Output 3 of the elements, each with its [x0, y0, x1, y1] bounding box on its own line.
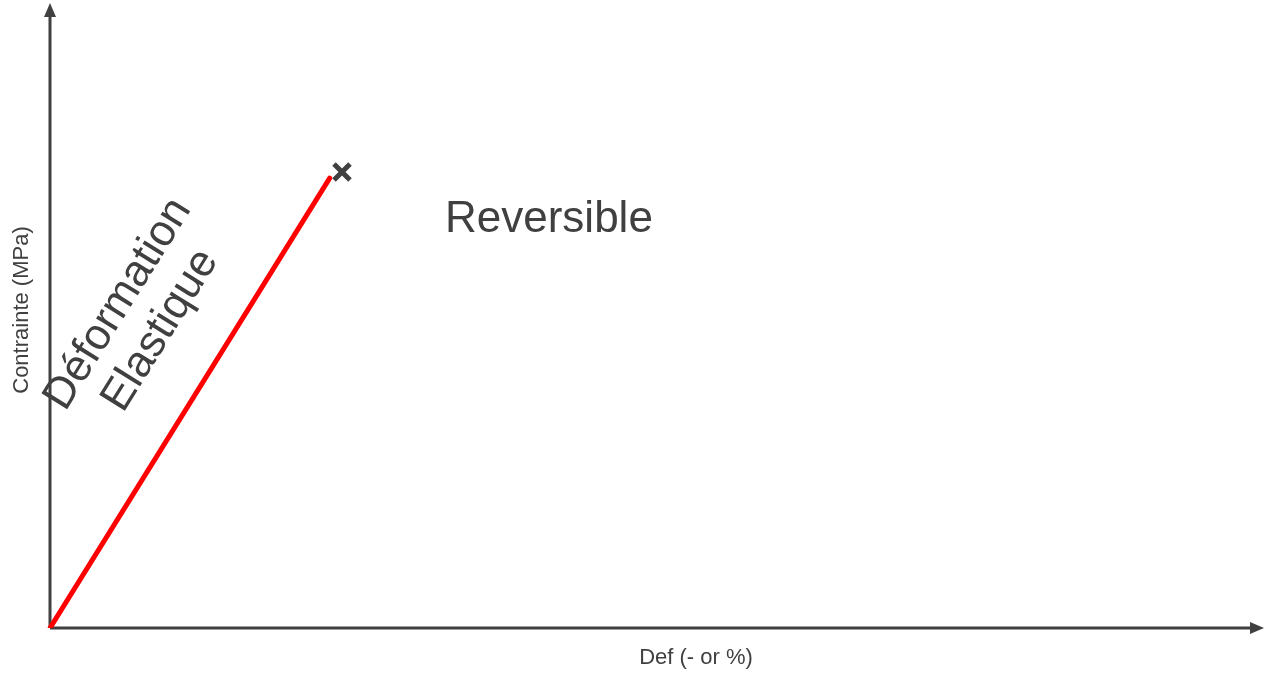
y-axis-title: Contrainte (MPa)	[8, 226, 34, 394]
x-axis-title: Def (- or %)	[639, 644, 753, 670]
annotation: Reversible	[445, 192, 653, 242]
